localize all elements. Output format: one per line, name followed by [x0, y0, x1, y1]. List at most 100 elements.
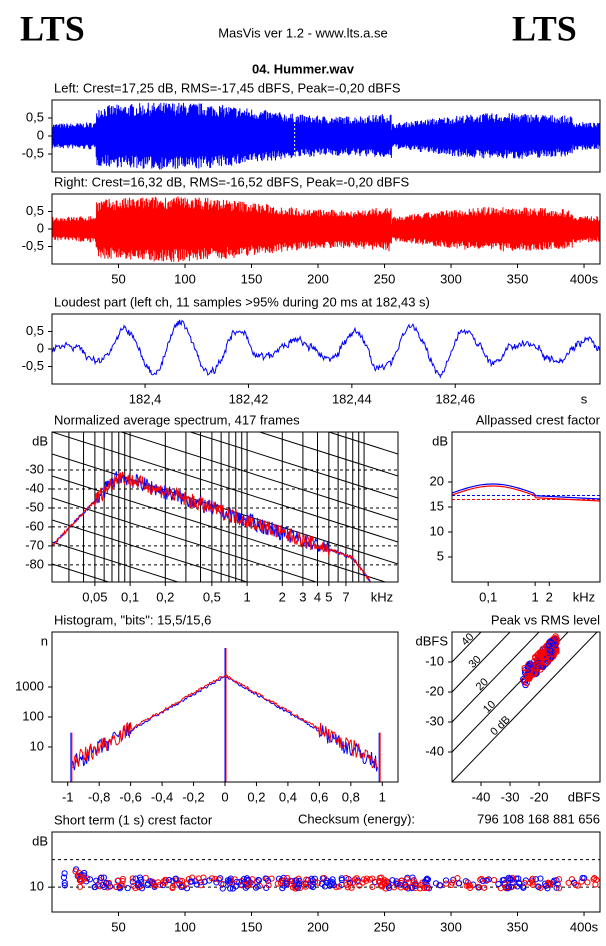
y-tick-label: -0,5 [22, 145, 44, 160]
point [412, 884, 419, 892]
point [217, 875, 224, 882]
y-tick-label: -10 [425, 653, 444, 668]
point [508, 883, 515, 891]
point [555, 876, 563, 883]
point [136, 874, 144, 881]
point [124, 885, 131, 892]
x-tick-label: 0,05 [82, 589, 107, 604]
point [553, 884, 560, 891]
point [283, 880, 290, 887]
slope-line [52, 497, 318, 582]
point [526, 660, 534, 667]
y-tick-label: 10 [30, 738, 44, 753]
point [521, 666, 529, 674]
crest-diagonal [452, 632, 482, 663]
x-tick-label: 400s [570, 919, 599, 934]
slope-line [52, 541, 180, 582]
plot-frame [451, 431, 601, 583]
diagonal-label: 40 [459, 631, 476, 648]
x-tick-label: 300 [440, 919, 462, 934]
x-tick-label: -1 [62, 789, 74, 804]
point [93, 877, 100, 884]
point [309, 883, 317, 891]
point [417, 881, 425, 889]
curve [52, 102, 600, 170]
point [548, 648, 555, 655]
y-tick-label: -30 [425, 713, 444, 728]
x-tick-label: 350 [507, 919, 529, 934]
point [91, 883, 98, 891]
point [80, 874, 87, 881]
point [527, 672, 534, 680]
point [546, 638, 554, 645]
point [195, 875, 202, 882]
point [456, 880, 463, 887]
point [296, 884, 304, 892]
point [314, 879, 322, 886]
point [213, 879, 220, 886]
x-tick-label: 0,1 [479, 589, 497, 604]
y-tick-label: -30 [25, 461, 44, 476]
diagonal-label: 0 dB [488, 714, 512, 738]
point [544, 885, 551, 892]
point [408, 884, 416, 892]
x-tick-label: -40 [472, 789, 491, 804]
x-tick-label: 182,44 [332, 391, 372, 406]
y-tick-label: 0,5 [26, 323, 44, 338]
panel-title: Histogram, "bits": 15,5/15,6 [54, 612, 211, 627]
x-tick-label: 200 [307, 271, 329, 286]
point [98, 874, 105, 882]
crest-diagonal [452, 632, 511, 693]
point [540, 653, 547, 660]
x-tick-label: 200 [307, 919, 329, 934]
x-tick-label: 182,4 [129, 391, 162, 406]
plot-frame [451, 631, 601, 783]
x-tick-label: 1 [243, 589, 250, 604]
point [179, 882, 186, 889]
point [296, 877, 303, 884]
point [265, 882, 272, 889]
x-tick-label: 7 [342, 589, 349, 604]
y-axis-label: dB [432, 433, 448, 448]
x-unit: dBFS [568, 789, 601, 804]
point [495, 880, 502, 888]
x-tick-label: 250 [374, 271, 396, 286]
point [483, 876, 491, 884]
point [423, 875, 431, 882]
point [172, 875, 179, 882]
point [592, 881, 599, 888]
point [504, 885, 511, 892]
point [193, 881, 200, 888]
y-tick-label: 0,5 [26, 109, 44, 124]
point [443, 880, 450, 887]
point [245, 880, 253, 887]
point [75, 873, 82, 880]
y-tick-label: 0,5 [26, 203, 44, 218]
x-tick-label: 1 [379, 789, 386, 804]
plot [52, 196, 600, 262]
point [330, 881, 337, 889]
x-tick-label: 0,6 [310, 789, 328, 804]
point [138, 885, 146, 892]
y-tick-label: -70 [25, 537, 44, 552]
point [76, 883, 84, 890]
plot [452, 632, 598, 782]
point [529, 879, 536, 886]
x-tick-label: 150 [241, 919, 263, 934]
point [556, 885, 563, 892]
plot-frame [51, 99, 601, 173]
point [241, 879, 248, 886]
point [449, 879, 456, 886]
point [348, 884, 355, 891]
logo-right: LTS [512, 8, 577, 48]
point [309, 877, 316, 884]
point [467, 884, 474, 891]
point [212, 875, 219, 883]
point [376, 877, 383, 885]
plot [70, 647, 381, 782]
x-tick-label: 0,5 [203, 589, 221, 604]
point [442, 877, 450, 884]
y-tick-label: -40 [425, 743, 444, 758]
slope-line [188, 432, 398, 499]
